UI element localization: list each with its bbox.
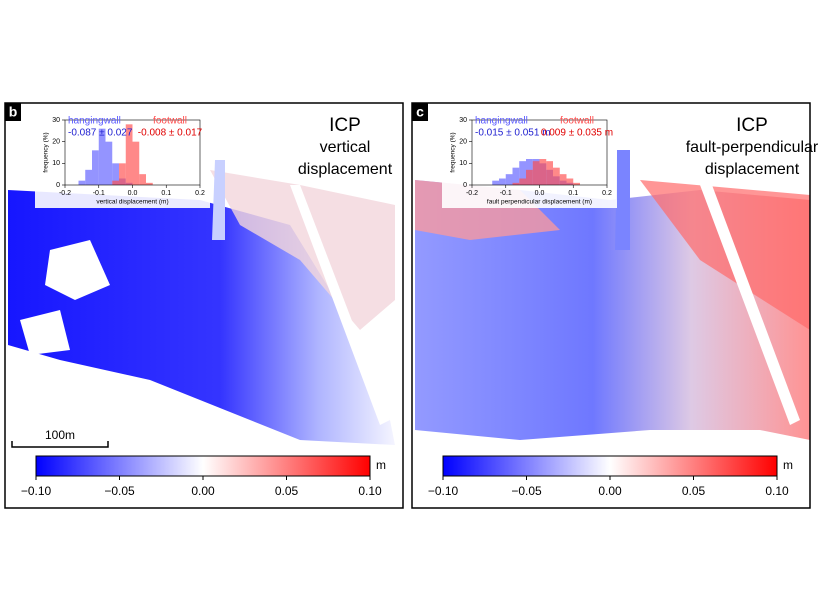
legend-name: hangingwall — [475, 116, 528, 127]
x-tick-label: 0.1 — [568, 190, 578, 197]
panel: b ICP vertical displacement -0.2 -0.1 0.0 0.1 0.… — [4, 102, 404, 509]
histogram-bar — [546, 161, 553, 185]
panel-title: vertical — [320, 139, 371, 156]
x-tick-label: -0.2 — [466, 190, 478, 197]
histogram-bar — [92, 150, 99, 185]
colorbar-tick-label: 0.00 — [191, 484, 215, 498]
histogram-bar — [519, 161, 526, 185]
legend-name: footwall — [153, 116, 187, 127]
histogram-bar — [492, 180, 499, 185]
panel-frame — [411, 102, 811, 509]
panel-title: ICP — [736, 115, 768, 136]
y-axis-label: frequency (%) — [43, 132, 50, 172]
panel-label-box — [412, 103, 428, 121]
y-axis-label: frequency (%) — [450, 132, 457, 172]
x-tick-label: -0.1 — [93, 190, 105, 197]
y-tick-label: 10 — [52, 160, 60, 167]
histogram-bar — [98, 128, 106, 185]
y-tick-label: 30 — [459, 117, 467, 124]
colorbar-tick-label: 0.00 — [598, 484, 622, 498]
legend-stats: -0.008 ± 0.017 — [138, 128, 203, 139]
colorbar-tick-label: 0.05 — [682, 484, 706, 498]
inset-bg — [35, 108, 210, 208]
histogram-bar — [85, 169, 92, 185]
histogram-bar — [526, 169, 533, 185]
x-tick-label: 0.2 — [195, 190, 205, 197]
legend-name: hangingwall — [68, 116, 121, 127]
x-tick-label: 0.1 — [161, 190, 171, 197]
legend-stats: -0.087 ± 0.027 — [68, 128, 133, 139]
x-axis-label: vertical displacement (m) — [96, 199, 168, 206]
colorbar-unit: m — [376, 458, 386, 472]
histogram-bar — [139, 174, 146, 185]
panel-title: displacement — [298, 161, 393, 178]
histogram-bar — [553, 167, 560, 185]
map-b — [8, 160, 395, 445]
panel-title: displacement — [705, 161, 800, 178]
panel-label: b — [9, 104, 18, 120]
x-tick-label: 0.0 — [128, 190, 138, 197]
y-tick-label: 20 — [459, 139, 467, 146]
histogram-bar — [573, 182, 580, 185]
scale-bar — [11, 441, 109, 448]
colorbar — [442, 455, 778, 477]
histogram-bar — [505, 174, 513, 185]
colorbar-unit: m — [783, 458, 793, 472]
histogram-bar — [119, 163, 126, 185]
histogram-bar — [512, 167, 520, 185]
histogram-bar — [112, 180, 119, 185]
panel-frame — [4, 102, 404, 509]
histogram-bar — [146, 182, 153, 185]
y-tick-label: 30 — [52, 117, 60, 124]
panel-label: c — [416, 104, 424, 120]
histogram-bar — [112, 163, 119, 185]
histogram-bar — [78, 180, 86, 185]
histogram-bar — [566, 178, 574, 185]
legend-stats: -0.015 ± 0.051 m — [475, 128, 551, 139]
colorbar-tick-label: 0.05 — [275, 484, 299, 498]
y-tick-label: 10 — [459, 160, 467, 167]
x-tick-label: -0.1 — [500, 190, 512, 197]
colorbar — [35, 455, 371, 477]
colorbar-tick-label: 0.10 — [765, 484, 789, 498]
y-tick-label: 0 — [56, 182, 60, 189]
panel: c ICP fault-perpendicular displacement -0.2 -… — [411, 102, 819, 509]
histogram-bar — [105, 141, 113, 185]
histogram-bar — [532, 161, 540, 185]
histogram-bar — [499, 178, 506, 185]
colorbar-tick-label: 0.10 — [358, 484, 382, 498]
panel-title: fault-perpendicular — [686, 139, 819, 156]
panel-title: ICP — [329, 115, 361, 136]
histogram-bar — [132, 141, 140, 185]
histogram-bar — [539, 159, 547, 185]
legend-stats: 0.009 ± 0.035 m — [541, 128, 613, 139]
x-tick-label: -0.2 — [59, 190, 71, 197]
colorbar-tick-label: −0.05 — [104, 484, 135, 498]
colorbar-tick-label: −0.05 — [511, 484, 542, 498]
colorbar-tick-label: −0.10 — [21, 484, 52, 498]
legend-name: footwall — [560, 116, 594, 127]
x-tick-label: 0.2 — [602, 190, 612, 197]
x-tick-label: 0.0 — [535, 190, 545, 197]
scale-bar-label: 100m — [45, 428, 75, 442]
x-axis-label: fault perpendicular displacement (m) — [487, 199, 592, 206]
colorbar-tick-label: −0.10 — [428, 484, 459, 498]
histogram-bar — [512, 182, 520, 185]
y-tick-label: 20 — [52, 139, 60, 146]
inset-bg — [442, 108, 617, 208]
histogram-bar — [125, 124, 133, 185]
histogram-bar — [519, 178, 526, 185]
histogram-bar — [559, 174, 567, 185]
panel-label-box — [5, 103, 21, 121]
y-tick-label: 0 — [463, 182, 467, 189]
